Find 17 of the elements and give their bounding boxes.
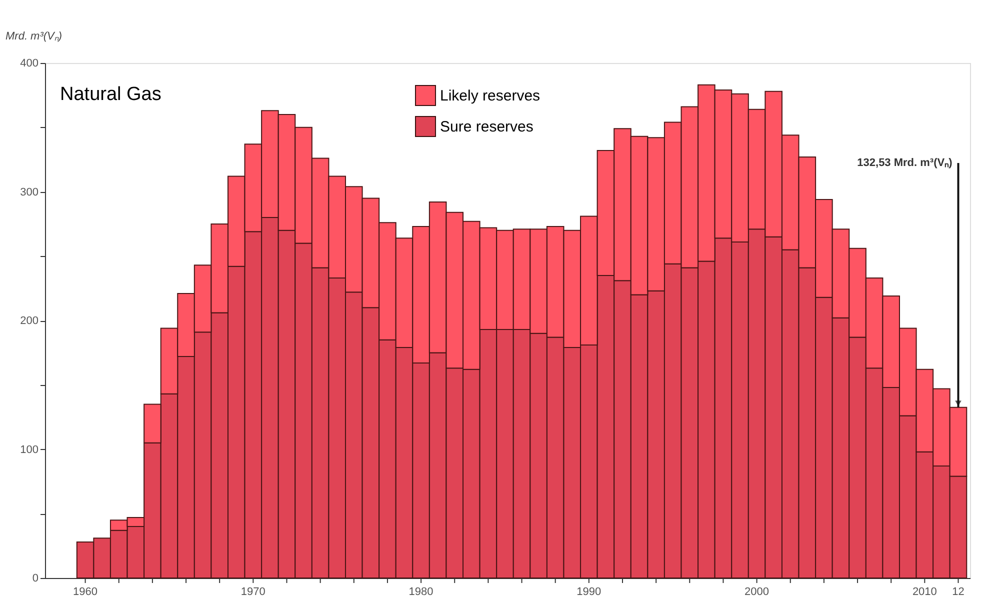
legend-label: Likely reserves xyxy=(440,88,540,104)
x-tick-label: 1970 xyxy=(240,586,266,598)
y-axis-title: Mrd. m³(Vₙ) xyxy=(6,30,62,42)
annotation: 132,53 Mrd. m³(Vₙ) xyxy=(857,157,953,169)
x-tick-label: 1960 xyxy=(73,586,98,598)
legend-label: Sure reserves xyxy=(440,118,534,136)
x-tick-label: 1980 xyxy=(408,586,434,598)
y-tick-label: 200 xyxy=(20,315,38,327)
y-tick-label: 400 xyxy=(20,58,38,70)
x-tick-label: 1990 xyxy=(576,586,602,598)
y-tick-label: 300 xyxy=(20,186,38,198)
x-tick-label: 2010 xyxy=(912,586,937,598)
text: Natural Gas xyxy=(60,84,162,105)
x-tick-label: 12 xyxy=(952,586,964,598)
y-tick-label: 100 xyxy=(20,444,38,456)
x-tick-label: 2000 xyxy=(744,586,770,598)
y-tick-label: 0 xyxy=(32,572,38,584)
